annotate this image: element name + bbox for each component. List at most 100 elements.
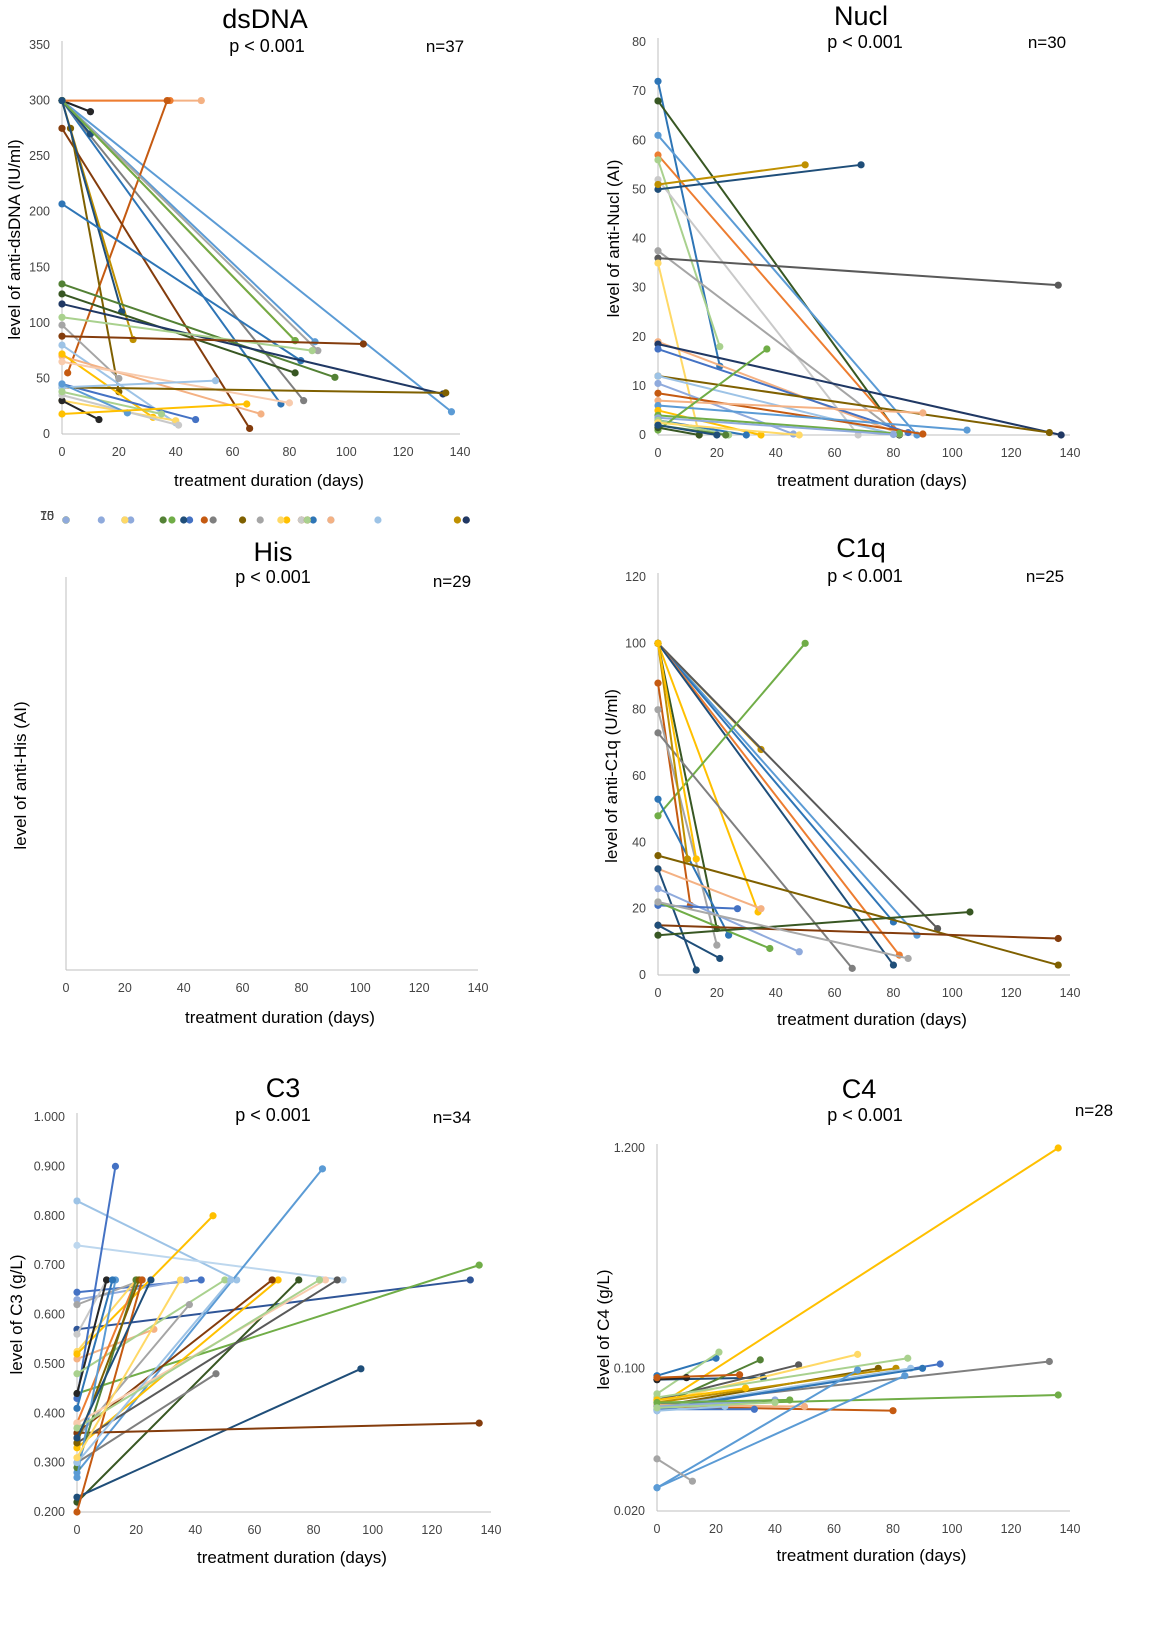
data-point bbox=[653, 1404, 661, 1412]
x-tick-label: 100 bbox=[942, 986, 963, 1000]
data-point bbox=[64, 369, 72, 377]
series-line bbox=[657, 901, 771, 950]
data-point bbox=[771, 1398, 779, 1407]
data-point bbox=[174, 421, 183, 429]
series-line bbox=[61, 379, 216, 389]
y-axis-label: level of anti-dsDNA (IU/ml) bbox=[5, 139, 24, 339]
data-point bbox=[95, 415, 103, 424]
x-tick-label: 140 bbox=[481, 1523, 502, 1537]
chart-svg: 0 20 40 60 80 100 120 140 0 50 100 150 200 250 300 350 d… bbox=[5, 4, 470, 490]
series-line bbox=[657, 868, 698, 971]
y-tick-label: 15 bbox=[40, 509, 54, 523]
y-tick-label: 0 bbox=[639, 428, 646, 442]
series-line bbox=[61, 203, 302, 362]
data-point bbox=[654, 898, 662, 906]
y-tick-label: 0.600 bbox=[34, 1308, 65, 1322]
series-line bbox=[657, 348, 768, 431]
data-point bbox=[742, 431, 750, 439]
series-line bbox=[656, 1374, 906, 1489]
x-tick-label: 20 bbox=[112, 445, 126, 459]
data-point bbox=[654, 372, 662, 380]
series-line bbox=[657, 642, 759, 913]
data-point bbox=[115, 388, 123, 396]
chart-svg: 0 20 40 60 80 100 120 140 0 20 40 60 80 100 120 C1q p < … bbox=[602, 533, 1080, 1029]
data-point bbox=[654, 679, 662, 687]
series-line bbox=[657, 643, 718, 929]
data-point bbox=[466, 1276, 474, 1284]
data-point bbox=[73, 1493, 81, 1501]
chart-panel-his: 0 20 40 60 80 100 120 140 0 15 70 His p < 0.001 n=29 t… bbox=[0, 509, 579, 1060]
data-point bbox=[58, 313, 66, 321]
data-point bbox=[58, 341, 66, 349]
series-line bbox=[61, 99, 296, 342]
series-line bbox=[657, 416, 894, 436]
x-tick-label: 60 bbox=[247, 1523, 261, 1537]
series-line bbox=[657, 163, 806, 186]
y-axis-label: level of C3 (g/L) bbox=[7, 1255, 26, 1375]
data-point bbox=[756, 1356, 764, 1364]
data-point bbox=[725, 931, 733, 939]
p-value-label: p < 0.001 bbox=[229, 36, 305, 56]
data-point bbox=[243, 400, 251, 408]
x-axis-label: treatment duration (days) bbox=[777, 471, 967, 490]
n-label: n=29 bbox=[433, 572, 471, 591]
data-point bbox=[966, 908, 974, 916]
y-axis-label: level of anti-Nucl (AI) bbox=[604, 160, 623, 318]
series-line bbox=[61, 316, 313, 352]
y-tick-label: 0.020 bbox=[614, 1504, 645, 1518]
y-tick-label: 70 bbox=[40, 509, 54, 523]
data-point bbox=[277, 516, 285, 524]
series-line bbox=[76, 1279, 232, 1464]
x-tick-label: 20 bbox=[710, 446, 724, 460]
series-line bbox=[656, 1357, 908, 1399]
series-line bbox=[656, 1405, 725, 1412]
data-point bbox=[157, 410, 166, 418]
series-line bbox=[657, 854, 1059, 967]
data-point bbox=[1045, 1357, 1053, 1366]
chart-title: C1q bbox=[836, 533, 886, 563]
x-tick-label: 100 bbox=[942, 1522, 963, 1536]
y-tick-label: 20 bbox=[632, 902, 646, 916]
data-point bbox=[653, 1374, 661, 1382]
data-point bbox=[58, 124, 66, 132]
data-point bbox=[182, 1276, 191, 1284]
data-point bbox=[121, 516, 129, 524]
x-tick-label: 80 bbox=[294, 981, 308, 995]
x-tick-label: 40 bbox=[177, 981, 191, 995]
data-point bbox=[308, 347, 316, 355]
series-line bbox=[657, 348, 909, 434]
series-line bbox=[76, 1279, 114, 1409]
data-point bbox=[683, 855, 692, 863]
data-point bbox=[889, 1407, 897, 1415]
x-tick-label: 80 bbox=[886, 446, 900, 460]
y-tick-label: 60 bbox=[632, 769, 646, 783]
y-tick-label: 10 bbox=[632, 379, 646, 393]
series-line bbox=[76, 1367, 362, 1499]
data-point bbox=[168, 516, 176, 524]
data-point bbox=[209, 516, 217, 524]
data-point bbox=[197, 1276, 205, 1284]
series-line bbox=[657, 178, 859, 436]
series-line bbox=[61, 99, 305, 402]
data-point bbox=[227, 1276, 235, 1284]
data-point bbox=[221, 1276, 229, 1284]
data-point bbox=[795, 1361, 803, 1369]
data-point bbox=[211, 377, 220, 385]
data-point bbox=[442, 389, 450, 397]
data-point bbox=[62, 516, 70, 524]
data-point bbox=[1054, 934, 1062, 943]
series-line bbox=[656, 1367, 897, 1404]
x-axis-label: treatment duration (days) bbox=[777, 1546, 967, 1565]
data-point bbox=[654, 97, 662, 105]
series-line bbox=[657, 732, 854, 970]
data-point bbox=[475, 1419, 483, 1427]
data-point bbox=[692, 855, 700, 863]
data-point bbox=[314, 347, 322, 355]
x-tick-label: 0 bbox=[59, 445, 66, 459]
data-point bbox=[654, 639, 662, 647]
data-point bbox=[73, 1424, 81, 1432]
data-point bbox=[854, 1366, 862, 1374]
series-line bbox=[61, 335, 364, 345]
data-point bbox=[238, 516, 247, 524]
data-point bbox=[801, 161, 809, 169]
